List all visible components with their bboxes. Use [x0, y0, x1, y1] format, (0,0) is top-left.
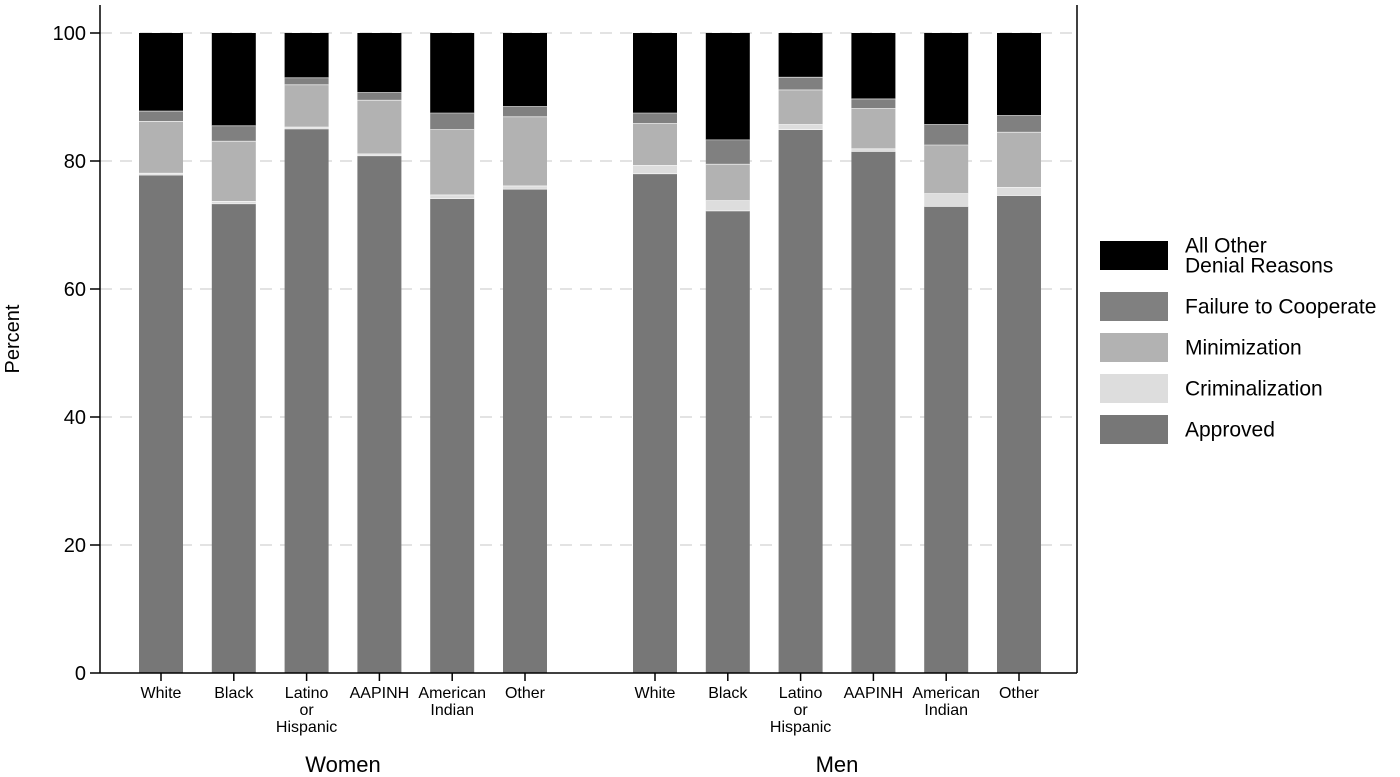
bar-women-black-minimization	[211, 141, 256, 202]
bar-men-other-minimization	[997, 132, 1041, 188]
bar-men-white-minimization	[633, 123, 677, 166]
group-label-women: Women	[305, 752, 380, 777]
legend-label-criminalization: Criminalization	[1185, 378, 1323, 401]
bar-women-american-indian-failure-to-cooperate	[430, 113, 475, 130]
legend-swatch-failure-to-cooperate	[1100, 292, 1168, 321]
bar-women-latino-or-hispanic-approved	[284, 129, 329, 673]
bar-men-aapinh-minimization	[851, 108, 896, 149]
y-tick-label-80: 80	[64, 151, 86, 173]
x-tick-label-women-white: White	[141, 685, 182, 702]
bar-women-latino-or-hispanic-criminalization	[284, 127, 329, 129]
bar-men-latino-or-hispanic-failure-to-cooperate	[778, 77, 823, 90]
axes: 0 20 40 60 80 100	[53, 5, 1078, 685]
legend-swatch-all-other-denial-reasons	[1100, 241, 1168, 270]
bar-men-other-failure-to-cooperate	[997, 115, 1041, 133]
bar-men-white-all-other-denial-reasons	[633, 33, 677, 113]
bar-men-aapinh-failure-to-cooperate	[851, 98, 896, 109]
bar-men-latino-or-hispanic-minimization	[778, 89, 823, 125]
gridlines	[100, 32, 1077, 546]
legend: All Other Denial Reasons Failure to Cooper…	[1100, 235, 1376, 444]
y-axis-title: Percent	[2, 304, 24, 373]
bar-women-american-indian-all-other-denial-reasons	[430, 33, 475, 113]
bar-men-american-indian-criminalization	[924, 193, 969, 207]
bar-women-other-all-other-denial-reasons	[503, 33, 547, 107]
bar-women-other-criminalization	[503, 185, 547, 190]
bar-women-white-minimization	[139, 121, 183, 174]
x-tick-label-men-american-indian: American Indian	[912, 685, 980, 719]
bar-men-white-criminalization	[633, 165, 677, 174]
bar-men-american-indian-minimization	[924, 145, 969, 194]
x-tick-label-men-aapinh: AAPINH	[844, 685, 904, 702]
bar-women-other-failure-to-cooperate	[503, 106, 547, 117]
bar-men-american-indian-approved	[924, 206, 969, 673]
bar-women-other-approved	[503, 189, 547, 673]
bar-men-other-all-other-denial-reasons	[997, 33, 1041, 116]
x-tick-label-men-white: White	[635, 685, 676, 702]
bar-women-white-all-other-denial-reasons	[139, 33, 183, 112]
bar-men-white-approved	[633, 173, 677, 674]
bar-women-white-failure-to-cooperate	[139, 111, 183, 122]
labels: White Black Latino or Hispanic AAPINH American…	[2, 304, 1040, 777]
bar-men-other-approved	[997, 195, 1041, 673]
x-tick-label-women-latino-or-hispanic: Latino or Hispanic	[276, 685, 337, 736]
x-tick-label-men-other: Other	[999, 685, 1040, 702]
bar-women-black-all-other-denial-reasons	[211, 33, 256, 126]
x-tick-label-women-other: Other	[505, 685, 546, 702]
y-tick-label-60: 60	[64, 279, 86, 301]
bar-men-american-indian-all-other-denial-reasons	[924, 33, 969, 125]
bar-women-white-approved	[139, 175, 183, 673]
y-tick-label-20: 20	[64, 535, 86, 557]
bar-women-aapinh-minimization	[357, 100, 402, 154]
legend-label-approved: Approved	[1185, 419, 1275, 442]
legend-label-all-other-denial-reasons: All Other Denial Reasons	[1185, 235, 1333, 278]
x-tick-label-women-black: Black	[214, 685, 254, 702]
x-tick-label-women-american-indian: American Indian	[418, 685, 486, 719]
bar-women-aapinh-approved	[357, 155, 402, 673]
bar-women-aapinh-all-other-denial-reasons	[357, 33, 402, 93]
legend-label-failure-to-cooperate: Failure to Cooperate	[1185, 296, 1376, 319]
x-tick-label-men-latino-or-hispanic: Latino or Hispanic	[770, 685, 831, 736]
bars	[139, 33, 1041, 674]
x-tick-label-men-black: Black	[708, 685, 748, 702]
bar-women-latino-or-hispanic-failure-to-cooperate	[284, 77, 329, 85]
bar-men-black-criminalization	[705, 200, 750, 211]
bar-women-american-indian-criminalization	[430, 194, 475, 199]
bar-women-latino-or-hispanic-minimization	[284, 84, 329, 128]
bar-men-aapinh-approved	[851, 151, 896, 673]
legend-label-minimization: Minimization	[1185, 337, 1302, 360]
bar-women-aapinh-criminalization	[357, 153, 402, 156]
bar-men-black-minimization	[705, 164, 750, 201]
bar-women-latino-or-hispanic-all-other-denial-reasons	[284, 33, 329, 78]
bar-men-black-all-other-denial-reasons	[705, 33, 750, 140]
x-tick-label-women-aapinh: AAPINH	[350, 685, 410, 702]
bar-men-latino-or-hispanic-criminalization	[778, 124, 823, 130]
bar-men-latino-or-hispanic-all-other-denial-reasons	[778, 33, 823, 78]
bar-men-white-failure-to-cooperate	[633, 113, 677, 124]
bar-women-aapinh-failure-to-cooperate	[357, 92, 402, 101]
bar-women-black-criminalization	[211, 201, 256, 204]
bar-women-white-criminalization	[139, 173, 183, 176]
bar-women-black-approved	[211, 203, 256, 673]
y-tick-label-40: 40	[64, 407, 86, 429]
legend-swatch-approved	[1100, 415, 1168, 444]
bar-women-other-minimization	[503, 116, 547, 186]
bar-men-black-failure-to-cooperate	[705, 139, 750, 165]
bar-women-american-indian-approved	[430, 198, 475, 673]
group-label-men: Men	[816, 752, 859, 777]
bar-men-latino-or-hispanic-approved	[778, 129, 823, 673]
bar-men-american-indian-failure-to-cooperate	[924, 124, 969, 145]
legend-swatch-criminalization	[1100, 374, 1168, 403]
bar-women-american-indian-minimization	[430, 129, 475, 195]
bar-men-black-approved	[705, 210, 750, 674]
bar-men-other-criminalization	[997, 187, 1041, 196]
bar-men-aapinh-all-other-denial-reasons	[851, 33, 896, 99]
y-tick-label-100: 100	[53, 23, 86, 45]
bar-men-aapinh-criminalization	[851, 148, 896, 152]
y-tick-label-0: 0	[75, 663, 86, 685]
legend-swatch-minimization	[1100, 333, 1168, 362]
bar-women-black-failure-to-cooperate	[211, 125, 256, 142]
